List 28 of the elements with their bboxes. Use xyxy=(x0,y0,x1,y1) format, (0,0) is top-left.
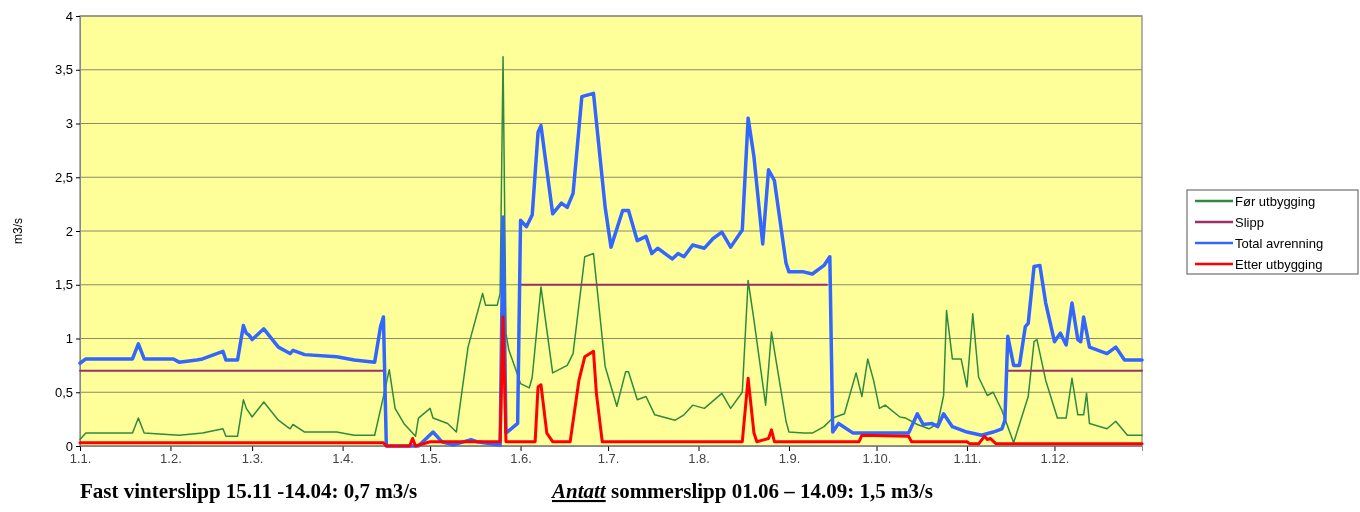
x-tick-label: 1.8. xyxy=(688,451,710,467)
x-tick-label: 1.3. xyxy=(241,451,264,467)
y-axis-title: m3/s xyxy=(11,217,25,245)
x-tick-label: 1.7. xyxy=(597,451,620,467)
y-tick-label: 0,5 xyxy=(54,384,73,400)
x-tick-label: 1.4. xyxy=(332,451,354,467)
y-tick-label: 2,5 xyxy=(54,169,73,185)
y-tick-label: 3,5 xyxy=(54,62,73,78)
legend-label: Etter utbygging xyxy=(1235,256,1323,272)
y-tick-label: 2 xyxy=(65,223,73,239)
x-tick-label: 1.12. xyxy=(1040,451,1070,467)
x-tick-label: 1.10. xyxy=(862,451,892,467)
text: Antatt sommerslipp 01.06 – 14.09: 1,5 m3/s xyxy=(550,479,933,503)
y-tick-label: 1 xyxy=(65,331,73,347)
x-tick-label: 1.2. xyxy=(160,451,182,467)
x-tick-label: 1.5. xyxy=(419,451,442,467)
y-tick-label: 0 xyxy=(65,438,73,454)
x-tick-label: 1.9. xyxy=(778,451,801,467)
x-tick-label: 1.6. xyxy=(510,451,532,467)
y-tick-label: 4 xyxy=(65,8,73,24)
legend-label: Total avrenning xyxy=(1235,235,1324,251)
text: Fast vinterslipp 15.11 -14.04: 0,7 m3/s xyxy=(80,479,418,503)
legend-label: Før utbygging xyxy=(1235,193,1316,209)
y-tick-label: 1,5 xyxy=(54,277,73,293)
x-tick-label: 1.11. xyxy=(953,451,982,467)
y-tick-label: 3 xyxy=(65,116,73,132)
x-tick-label: 1.1. xyxy=(69,451,92,467)
legend-label: Slipp xyxy=(1235,214,1264,230)
